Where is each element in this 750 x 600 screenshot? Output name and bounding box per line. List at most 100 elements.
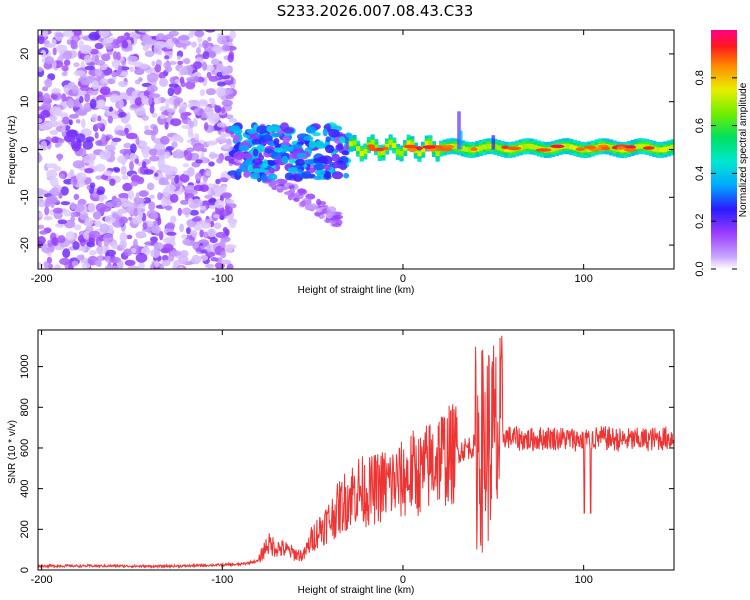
spectrogram-noise-blob <box>98 30 110 38</box>
spectrogram-noise-blob <box>217 81 226 87</box>
spectrogram-noise-blob <box>229 203 237 209</box>
spectrogram-noise-blob <box>209 237 218 244</box>
spectrogram-noise-blob <box>112 51 118 60</box>
spectrogram-cluster-blob <box>268 167 276 174</box>
spectrogram-noise-blob <box>225 114 234 120</box>
spectrogram-noise-blob <box>83 54 92 64</box>
spectrogram-ridge-cell <box>363 149 368 154</box>
spectrogram-noise-blob <box>170 215 177 224</box>
spectrogram-noise-blob <box>51 88 61 94</box>
spectrogram-noise-blob <box>208 75 219 82</box>
snr-background <box>38 330 674 570</box>
spectrogram-ridge-cell <box>468 147 473 153</box>
spectrogram-cluster-blob <box>251 168 263 173</box>
spectrogram-noise-blob <box>75 133 86 143</box>
spectrogram-noise-blob <box>82 140 94 150</box>
spectrogram-hotspot <box>535 148 552 152</box>
spectrogram-noise-blob <box>130 181 139 187</box>
spectrogram-cluster-blob <box>263 134 271 141</box>
spectrogram-noise-blob <box>84 168 94 174</box>
spectrogram-noise-blob <box>142 149 150 159</box>
spectrogram-noise-blob <box>73 224 82 231</box>
spectrogram-ridge-cell <box>356 146 361 152</box>
spectrogram-noise-blob <box>49 129 59 136</box>
spectrogram-ridge-cell <box>348 141 353 147</box>
spectrogram-noise-blob <box>47 242 53 248</box>
spectrogram-noise-blob <box>50 94 58 100</box>
spectrogram-streak-blob <box>289 188 295 193</box>
spectrogram-noise-blob <box>214 199 225 209</box>
spectrogram-ridge-cell <box>352 140 357 146</box>
spectrogram-noise-blob <box>109 256 121 264</box>
spectrogram-noise-blob <box>129 66 135 73</box>
spectrogram-noise-blob <box>110 140 118 147</box>
spectrogram-noise-blob <box>146 182 155 191</box>
spectrogram-streak-blob <box>316 207 322 213</box>
spectrogram-noise-blob <box>151 60 156 67</box>
spectrogram-noise-blob <box>222 66 231 76</box>
spectrogram-noise-blob <box>220 259 232 265</box>
spectrogram-noise-blob <box>146 72 159 83</box>
spectrogram-noise-blob <box>111 59 121 68</box>
spectrogram-noise-blob <box>118 80 128 88</box>
spectrogram-cluster-blob <box>308 140 316 149</box>
spectrogram-noise-blob <box>198 43 203 48</box>
spectrogram-noise-blob <box>191 198 203 208</box>
y-tick-label: 10 <box>19 96 31 108</box>
y-tick-label: 0 <box>19 146 31 152</box>
spectrogram-noise-blob <box>198 100 209 107</box>
spectrogram-noise-blob <box>176 55 182 60</box>
spectrogram-noise-blob <box>109 93 119 103</box>
spectrogram-noise-blob <box>221 144 233 150</box>
spectrogram-noise-blob <box>216 122 227 128</box>
spectrogram-noise-blob <box>149 194 155 199</box>
spectrogram-noise-blob <box>135 231 147 239</box>
spectrogram-noise-blob <box>227 53 234 63</box>
y-tick-label: 600 <box>19 439 31 457</box>
spectrogram-noise-blob <box>159 135 170 145</box>
spectrogram-ridge-cell <box>496 145 502 151</box>
spectrogram-noise-blob <box>158 180 170 186</box>
spectrogram-noise-blob <box>178 265 184 269</box>
y-tick-label: 200 <box>19 520 31 538</box>
spectrogram-noise-blob <box>82 154 95 164</box>
spectrogram-noise-blob <box>103 238 110 247</box>
spectrogram-noise-blob <box>216 157 224 164</box>
spectrogram-noise-blob <box>85 136 95 143</box>
spectrogram-noise-blob <box>150 236 158 243</box>
spectrogram-ridge-cell <box>421 147 426 153</box>
spectrogram-ridge-cell <box>522 144 527 149</box>
spectrogram-noise-blob <box>199 229 205 238</box>
spectrogram-noise-blob <box>134 158 139 165</box>
spectrogram-cluster-blob <box>312 132 321 137</box>
spectrogram-noise-blob <box>117 65 123 75</box>
spectrogram-cluster-blob <box>273 147 284 153</box>
spectrogram-noise-blob <box>157 157 166 167</box>
spectrogram-noise-blob <box>93 59 106 66</box>
spectrogram-streak-blob <box>268 181 275 187</box>
spectrogram-noise-blob <box>118 99 124 109</box>
spectrogram-noise-blob <box>180 199 189 205</box>
spectrogram-noise-blob <box>71 260 79 267</box>
x-tick-label: 0 <box>400 574 406 586</box>
spectrogram-noise-blob <box>50 187 60 197</box>
spectrogram-noise-blob <box>159 114 166 120</box>
spectrogram-cluster-blob <box>303 136 314 141</box>
spectrogram-noise-blob <box>59 257 71 266</box>
spectrogram-flicker <box>459 130 463 150</box>
spectrogram-noise-blob <box>118 92 129 102</box>
spectrogram-noise-blob <box>149 155 160 162</box>
spectrogram-noise-blob <box>73 203 85 213</box>
spectrogram-noise-blob <box>119 239 127 250</box>
spectrogram-noise-blob <box>67 98 75 109</box>
spectrogram-ridge-cell <box>634 144 639 150</box>
spectrogram-noise-blob <box>205 88 217 96</box>
spectrogram-streak-blob <box>300 200 306 207</box>
colorbar-gradient <box>711 30 737 269</box>
spectrogram-ridge-cell <box>572 145 577 151</box>
spectrogram-noise-blob <box>202 51 210 60</box>
spectrogram-noise-blob <box>205 30 216 33</box>
spectrogram-noise-blob <box>103 37 114 44</box>
spectrogram-ridge-cell <box>674 144 678 149</box>
spectrogram-noise-blob <box>216 71 223 78</box>
